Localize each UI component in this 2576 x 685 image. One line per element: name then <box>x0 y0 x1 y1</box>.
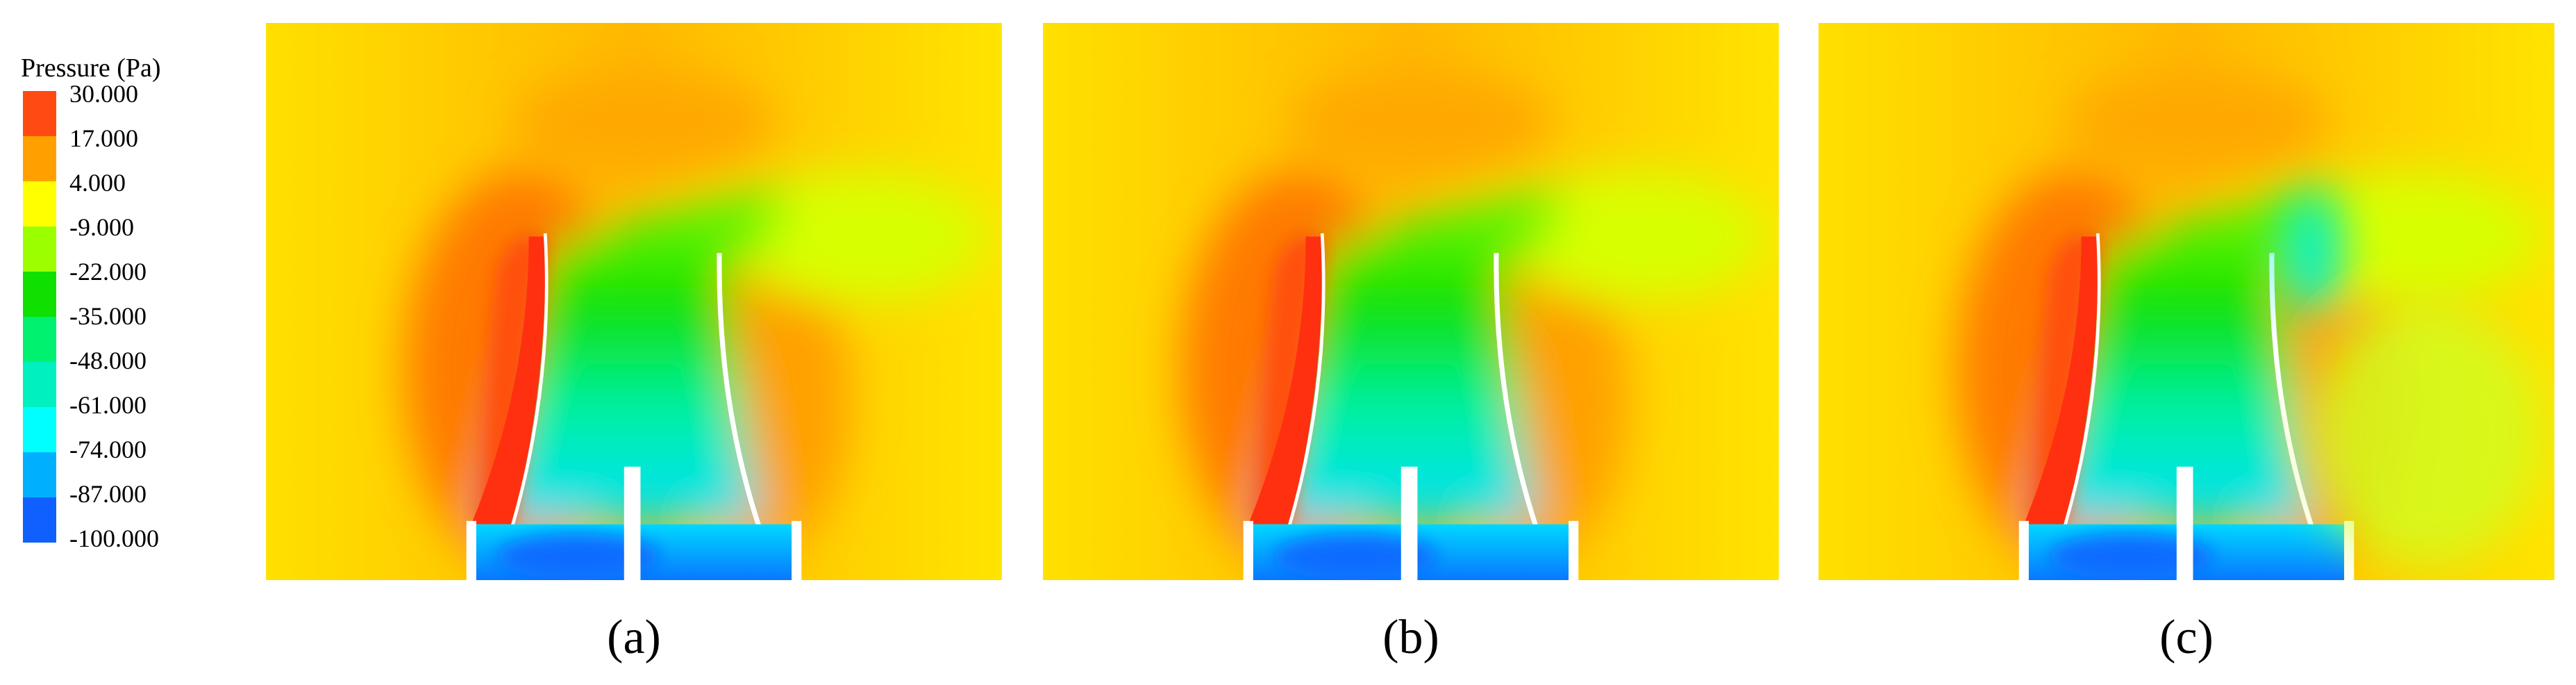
color-bar <box>23 91 56 543</box>
legend-label: -100.000 <box>69 525 159 552</box>
legend-label: -48.000 <box>69 347 147 374</box>
contour-plot <box>1818 23 2554 580</box>
legend-label: 17.000 <box>69 124 138 152</box>
panel-label: (b) <box>1382 611 1439 664</box>
legend-label: -61.000 <box>69 391 147 419</box>
legend-label: -22.000 <box>69 258 147 286</box>
legend-label: 30.000 <box>69 80 138 108</box>
contour-plot <box>1043 23 1779 580</box>
panel-label: (a) <box>607 611 661 664</box>
legend-label: -74.000 <box>69 436 147 463</box>
legend-label: 4.000 <box>69 169 126 197</box>
contour-plot <box>266 23 1002 580</box>
legend-label: -87.000 <box>69 480 147 508</box>
panel-label: (c) <box>2159 611 2214 664</box>
legend-label: -35.000 <box>69 302 147 330</box>
legend-title: Pressure (Pa) <box>21 53 161 83</box>
legend-label: -9.000 <box>69 213 134 241</box>
